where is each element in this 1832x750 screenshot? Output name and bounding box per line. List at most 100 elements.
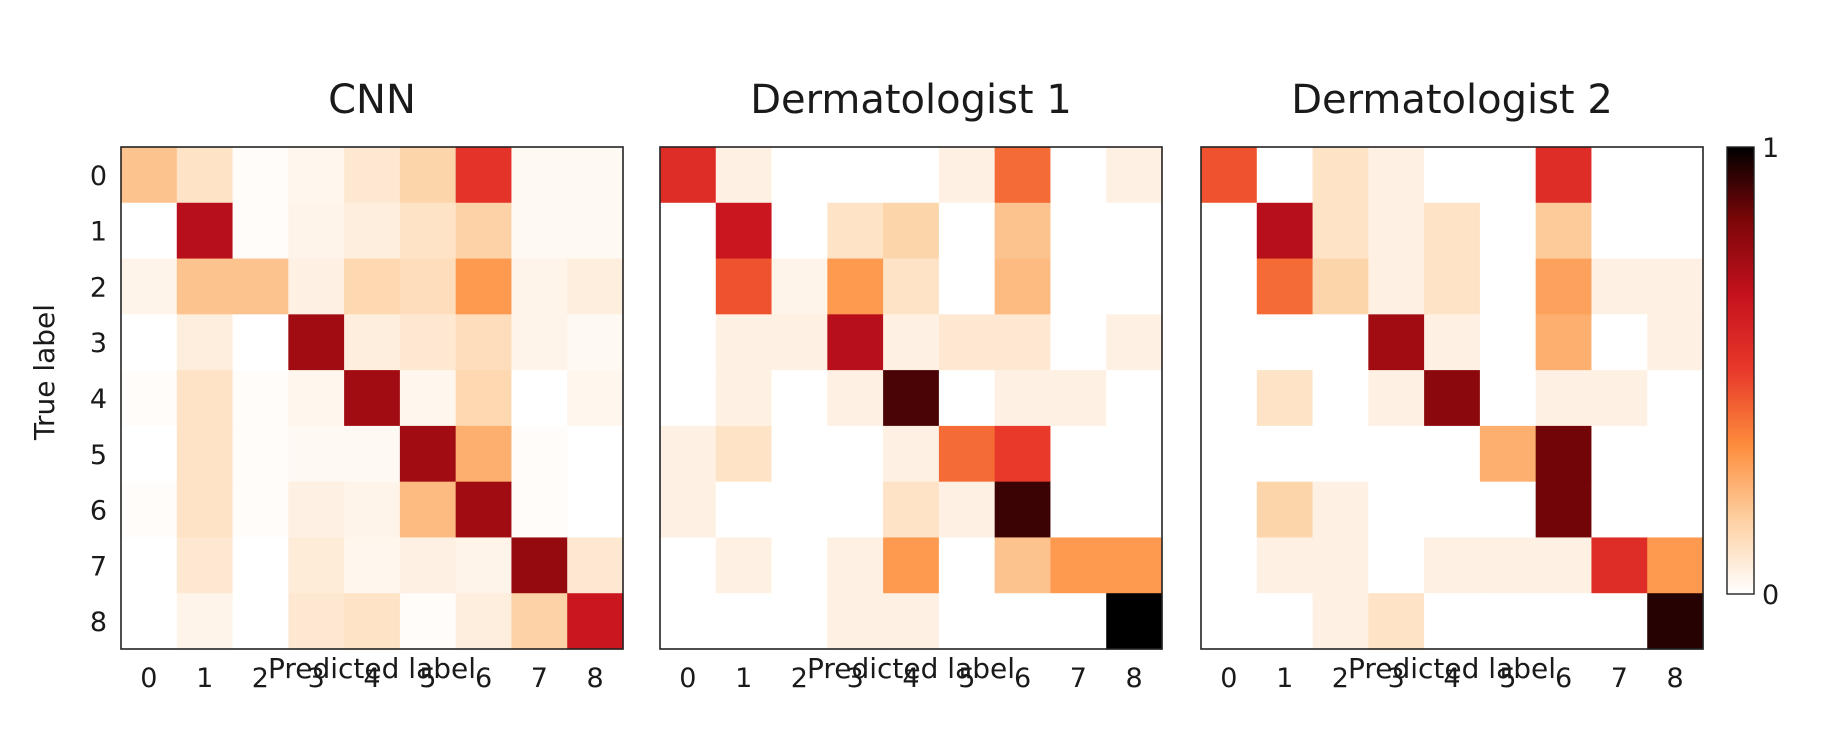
heatmap-cell [1647,425,1704,483]
heatmap-cell [511,593,568,650]
heatmap-cell [1201,593,1258,650]
heatmap-cell [1050,258,1107,315]
heatmap-cell [1424,593,1481,650]
x-tick-label: 6 [1014,663,1031,694]
colorbar-min-label: 0 [1762,580,1779,611]
heatmap-cell [399,258,457,315]
heatmap-cell [994,537,1052,594]
heatmap-cell [288,314,345,371]
heatmap-cell [1312,258,1369,315]
heatmap-cell [1312,425,1369,483]
heatmap-cell [1201,481,1258,539]
heatmap-cell [344,258,401,315]
heatmap-cell [121,425,178,483]
heatmap-cell [1591,481,1648,539]
x-tick-label: 2 [1332,663,1349,694]
heatmap-cell [827,537,884,594]
heatmap-cell [1535,314,1593,371]
heatmap-cell [715,481,773,539]
heatmap-cell [1050,314,1107,371]
y-tick-label: 5 [90,440,107,471]
heatmap-cell [567,370,624,427]
heatmap-cell [121,537,178,594]
heatmap-cell [771,370,828,427]
heatmap-cell [1368,481,1425,539]
heatmap-cell [883,202,940,260]
heatmap-cell [1479,481,1537,539]
x-tick-label: 6 [1555,663,1572,694]
heatmap-cell [511,258,568,315]
heatmap-panel: Dermatologist 2 0 1 2 3 4 5 6 7 8 Predicted label [1200,77,1704,694]
x-tick-label: 7 [531,663,548,694]
x-tick-label: 0 [679,663,696,694]
heatmap-cell [1106,370,1163,427]
heatmap-cell [232,258,289,315]
heatmap-cell [938,537,996,594]
heatmap-panel: Dermatologist 1 0 1 2 3 4 5 6 7 8 Predicted label [659,77,1163,694]
x-tick-label: 3 [847,663,864,694]
heatmap-cell [511,481,568,539]
heatmap-cell [660,481,717,539]
heatmap-cell [1647,593,1704,650]
heatmap-cell [660,425,717,483]
heatmap-cell [938,258,996,315]
heatmap-cell [176,481,234,539]
heatmap-cell [399,593,457,650]
x-tick-label: 8 [1126,663,1143,694]
heatmap-cell [715,370,773,427]
heatmap-cell [1535,147,1593,204]
heatmap-cell [1312,202,1369,260]
heatmap-cell [827,593,884,650]
heatmap-cell [121,370,178,427]
x-tick-label: 5 [1499,663,1516,694]
y-tick-label: 7 [90,551,107,582]
heatmap-cell [1647,370,1704,427]
heatmap-cell [455,314,513,371]
heatmap-cell [1050,481,1107,539]
heatmap-cell [771,537,828,594]
heatmap-panel: CNN 0 1 2 3 4 5 6 7 8 0 1 2 3 4 5 6 7 8 Predicted label [90,77,624,694]
colorbar: 1 0 [1726,133,1779,611]
x-tick-label: 4 [363,663,380,694]
heatmap-cell [827,314,884,371]
heatmap-cell [771,147,828,204]
heatmap-cell [288,202,345,260]
heatmap-cell [827,370,884,427]
panel-title: Dermatologist 2 [1291,77,1613,123]
heatmap-cell [121,147,178,204]
heatmap-cell [1312,481,1369,539]
heatmap-cell [1591,593,1648,650]
x-tick-label: 1 [196,663,213,694]
heatmap-cell [399,202,457,260]
heatmap-cell [1479,314,1537,371]
heatmap-cell [994,425,1052,483]
heatmap-cell [660,314,717,371]
heatmap-cell [399,481,457,539]
heatmap-cell [827,481,884,539]
heatmap-cell [288,370,345,427]
panel-frame [120,146,624,650]
heatmap-cell [994,147,1052,204]
heatmap-cell [1479,258,1537,315]
heatmap-cell [1050,537,1107,594]
heatmap-cell [1256,370,1314,427]
heatmap-cell [1591,258,1648,315]
heatmap-cell [1256,147,1314,204]
heatmap-cell [883,593,940,650]
heatmap-cell [1535,425,1593,483]
heatmap-cell [1591,537,1648,594]
heatmap-cell [344,481,401,539]
heatmap-cell [1424,147,1481,204]
heatmap-cell [511,370,568,427]
y-tick-label: 8 [90,607,107,638]
heatmap-cell [1201,258,1258,315]
heatmap-cell [232,202,289,260]
heatmap-cell [1647,481,1704,539]
x-tick-label: 3 [308,663,325,694]
heatmap-cell [994,370,1052,427]
heatmap-cell [1106,314,1163,371]
heatmap-cell [1050,147,1107,204]
heatmap-cell [176,202,234,260]
y-tick-label: 1 [90,217,107,248]
